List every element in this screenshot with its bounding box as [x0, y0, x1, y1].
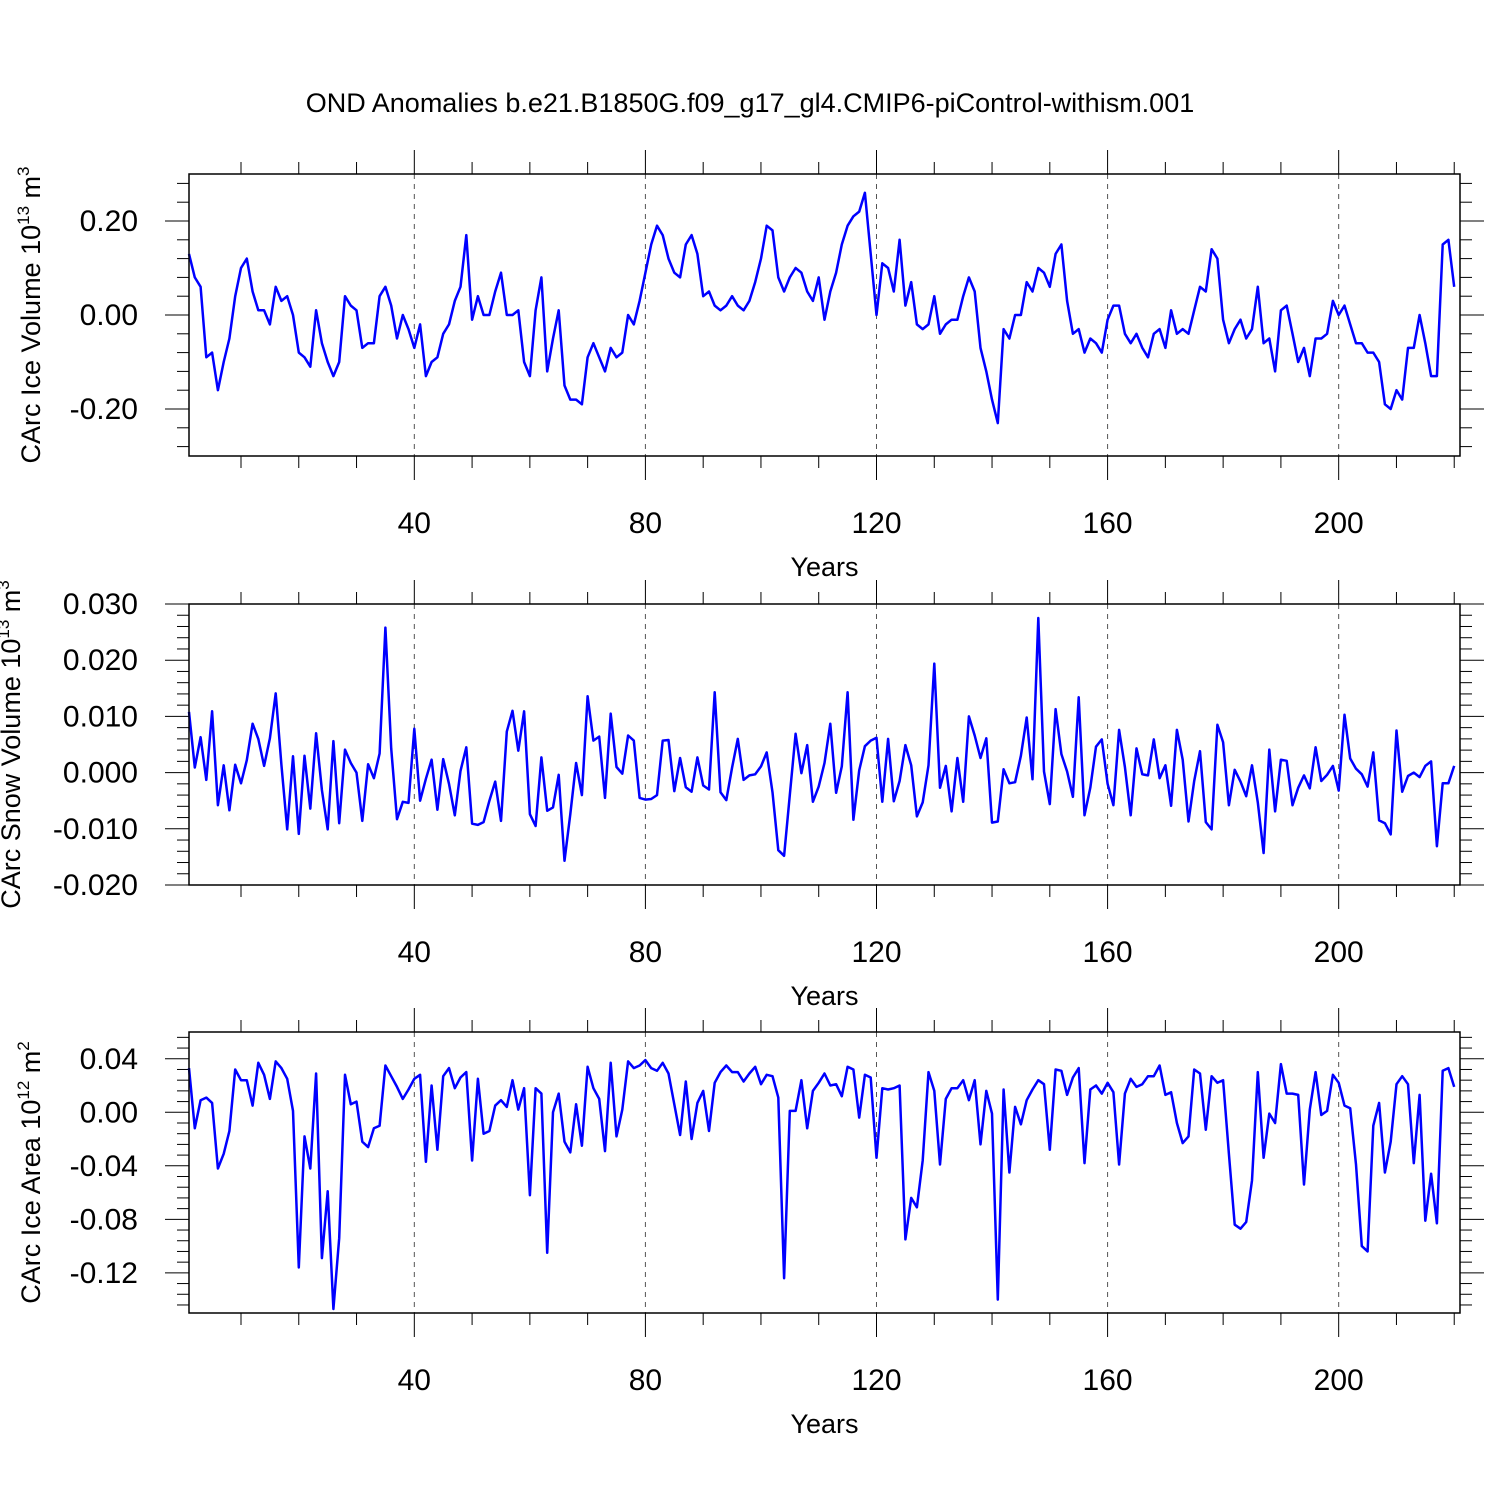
x-tick-label: 160: [1083, 936, 1133, 969]
y-tick-label: 0.20: [80, 205, 138, 238]
x-tick-label: 120: [851, 936, 901, 969]
y-tick-label: 0.020: [63, 644, 138, 677]
y-tick-label: -0.20: [70, 393, 138, 426]
y-tick-label: 0.000: [63, 757, 138, 790]
x-tick-label: 200: [1314, 936, 1364, 969]
x-tick-label: 200: [1314, 507, 1364, 540]
x-tick-label: 40: [398, 936, 431, 969]
y-tick-label: -0.04: [70, 1150, 138, 1183]
y-axis-label: CArc Snow Volume 1013 m3: [0, 580, 26, 909]
y-tick-label: 0.04: [80, 1043, 138, 1076]
figure-title: OND Anomalies b.e21.B1850G.f09_g17_gl4.C…: [306, 88, 1194, 118]
y-axis-label: CArc Ice Volume 1013 m3: [14, 166, 46, 463]
x-tick-label: 80: [629, 936, 662, 969]
panel-ice-area: 0.04 0.00 -0.04 -0.08 -0.12 40 80 120 160 200 Year…: [14, 1008, 1484, 1439]
y-tick-label: 0.00: [80, 1096, 138, 1129]
x-tick-label: 80: [629, 1364, 662, 1397]
plot-frame: [188, 173, 1461, 457]
y-tick-label: 0.010: [63, 700, 138, 733]
y-tick-label: -0.08: [70, 1203, 138, 1236]
plot-frame: [188, 603, 1461, 886]
y-tick-label: -0.020: [53, 869, 138, 902]
x-tick-label: 40: [398, 507, 431, 540]
x-tick-label: 160: [1083, 507, 1133, 540]
y-tick-label: -0.010: [53, 813, 138, 846]
y-tick-label: 0.030: [63, 588, 138, 621]
series-line: [187, 1058, 1456, 1311]
panel-snow-volume: 0.030 0.020 0.010 0.000 -0.010 -0.020 40 80 120 1…: [0, 580, 1484, 1011]
plot-frame: [188, 1031, 1461, 1314]
x-axis-label: Years: [790, 1409, 858, 1439]
x-tick-label: 80: [629, 507, 662, 540]
x-axis-label: Years: [790, 981, 858, 1011]
x-tick-label: 200: [1314, 1364, 1364, 1397]
y-tick-label: 0.00: [80, 299, 138, 332]
x-tick-label: 40: [398, 1364, 431, 1397]
y-tick-label: -0.12: [70, 1257, 138, 1290]
series-line: [187, 191, 1456, 425]
x-tick-label: 120: [851, 1364, 901, 1397]
x-axis-label: Years: [790, 552, 858, 582]
x-tick-label: 120: [851, 507, 901, 540]
y-axis-label: CArc Ice Area 1012 m2: [14, 1041, 46, 1304]
series-line: [187, 616, 1456, 863]
x-tick-label: 160: [1083, 1364, 1133, 1397]
panel-ice-volume: 0.20 0.00 -0.20 40 80 120 160 200 Years CArc Ice …: [14, 150, 1484, 582]
